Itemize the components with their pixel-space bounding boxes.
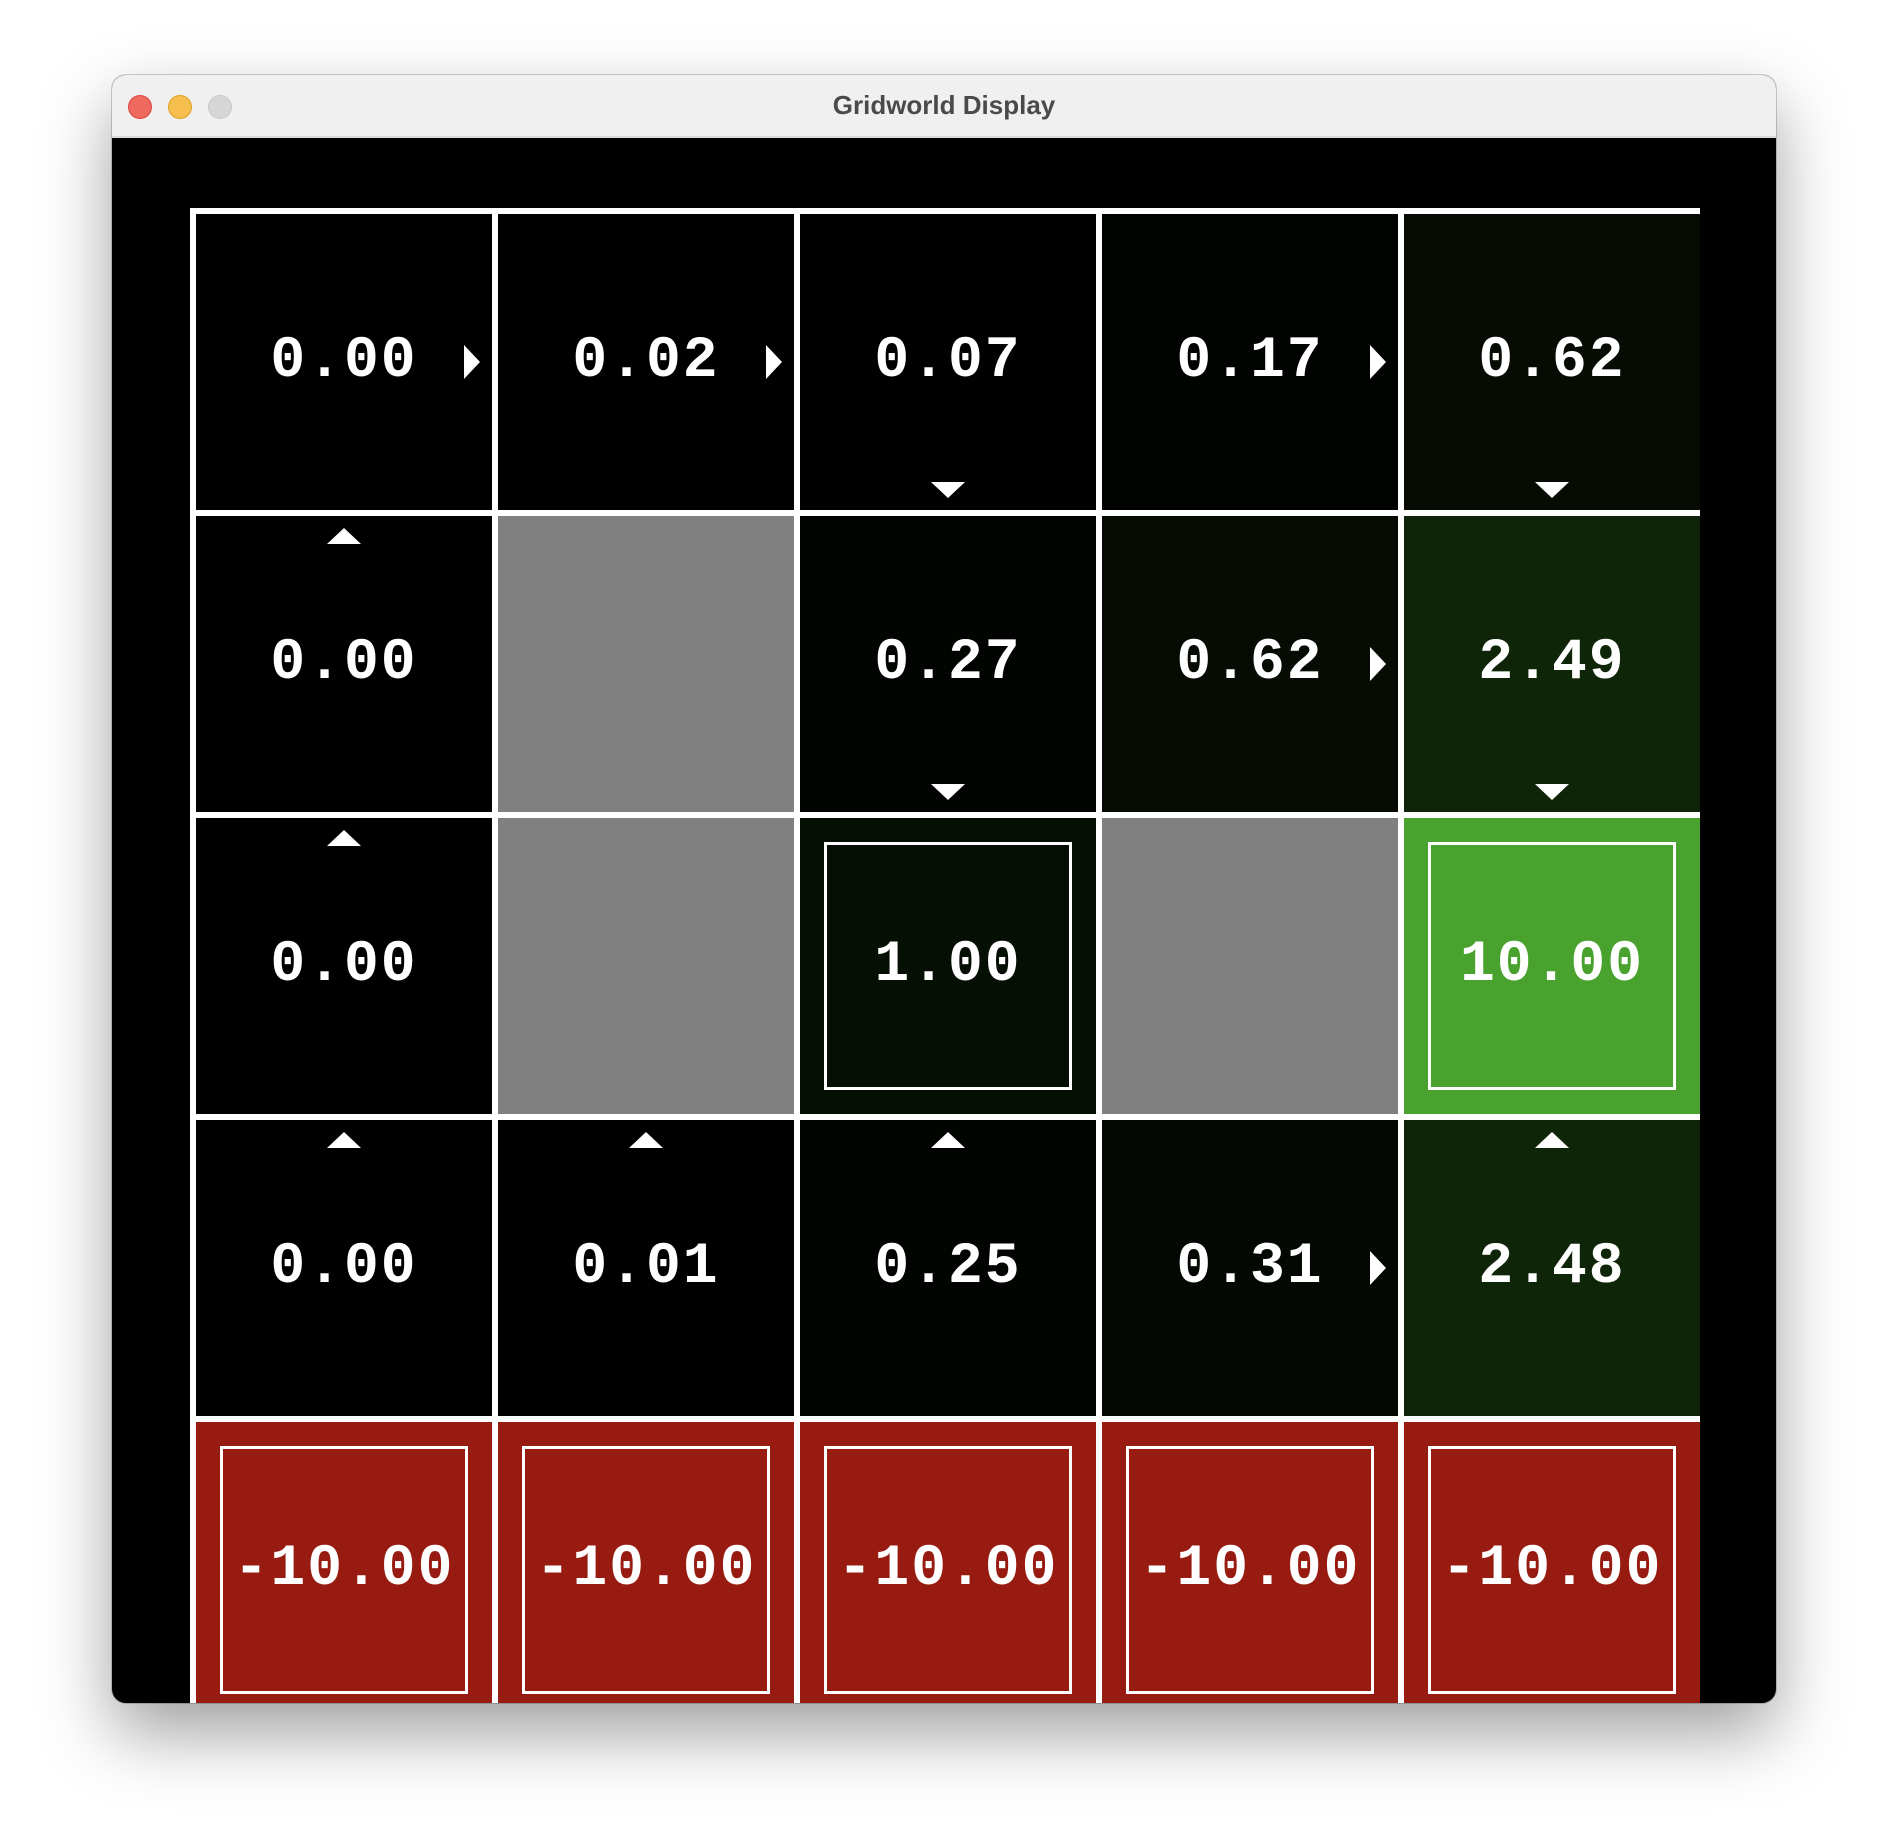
policy-arrow-down-icon — [1535, 482, 1569, 498]
state-value: 0.02 — [572, 329, 720, 394]
policy-arrow-up-icon — [327, 1132, 361, 1148]
close-button[interactable] — [128, 95, 152, 119]
state-cell: 0.27 — [800, 516, 1096, 812]
state-value: -10.00 — [837, 1537, 1059, 1602]
policy-arrow-right-icon — [464, 345, 480, 379]
terminal-cell: 10.00 — [1404, 818, 1700, 1114]
gridworld-grid: 0.00 0.02 0.07 0.17 0.62 0.00 0.27 0.62 2.49 0.00… — [190, 208, 1700, 1703]
terminal-box — [1428, 1446, 1676, 1694]
state-cell: 0.31 — [1102, 1120, 1398, 1416]
state-value: 0.00 — [270, 1235, 418, 1300]
state-value: 2.49 — [1478, 631, 1626, 696]
policy-arrow-down-icon — [931, 784, 965, 800]
state-value: 2.48 — [1478, 1235, 1626, 1300]
gridworld-canvas: 0.00 0.02 0.07 0.17 0.62 0.00 0.27 0.62 2.49 0.00… — [118, 138, 1766, 1703]
zoom-button[interactable] — [208, 95, 232, 119]
title-bar: Gridworld Display — [112, 75, 1776, 138]
state-cell: 0.01 — [498, 1120, 794, 1416]
gridworld-window: Gridworld Display 0.00 0.02 0.07 0.17 0.62 0.… — [112, 75, 1776, 1703]
state-cell: 0.00 — [196, 516, 492, 812]
state-value: 0.62 — [1478, 329, 1626, 394]
terminal-box — [824, 1446, 1072, 1694]
state-cell: 0.00 — [196, 214, 492, 510]
state-cell: 2.48 — [1404, 1120, 1700, 1416]
terminal-box — [220, 1446, 468, 1694]
state-value: 0.01 — [572, 1235, 720, 1300]
state-cell: 0.62 — [1404, 214, 1700, 510]
terminal-box — [824, 842, 1072, 1090]
policy-arrow-up-icon — [327, 830, 361, 846]
policy-arrow-right-icon — [1370, 1251, 1386, 1285]
state-value: -10.00 — [535, 1537, 757, 1602]
terminal-cell: -10.00 — [498, 1422, 794, 1703]
state-value: 0.00 — [270, 933, 418, 998]
state-value: -10.00 — [233, 1537, 455, 1602]
state-value: -10.00 — [1441, 1537, 1663, 1602]
state-cell: 0.25 — [800, 1120, 1096, 1416]
wall-cell — [1102, 818, 1398, 1114]
policy-arrow-right-icon — [1370, 345, 1386, 379]
state-cell: 0.62 — [1102, 516, 1398, 812]
state-value: 0.27 — [874, 631, 1022, 696]
policy-arrow-up-icon — [629, 1132, 663, 1148]
terminal-cell: -10.00 — [1404, 1422, 1700, 1703]
state-cell: 0.02 — [498, 214, 794, 510]
policy-arrow-right-icon — [1370, 647, 1386, 681]
state-value: 0.00 — [270, 631, 418, 696]
minimize-button[interactable] — [168, 95, 192, 119]
policy-arrow-right-icon — [766, 345, 782, 379]
state-value: 0.00 — [270, 329, 418, 394]
terminal-cell: -10.00 — [1102, 1422, 1398, 1703]
policy-arrow-up-icon — [931, 1132, 965, 1148]
wall-cell — [498, 516, 794, 812]
state-value: 0.17 — [1176, 329, 1324, 394]
terminal-box — [1126, 1446, 1374, 1694]
policy-arrow-up-icon — [327, 528, 361, 544]
state-value: 10.00 — [1459, 933, 1645, 998]
window-title: Gridworld Display — [832, 90, 1056, 120]
state-cell: 0.00 — [196, 1120, 492, 1416]
state-value: 0.25 — [874, 1235, 1022, 1300]
state-cell: 0.17 — [1102, 214, 1398, 510]
state-value: 0.62 — [1176, 631, 1324, 696]
terminal-cell: 1.00 — [800, 818, 1096, 1114]
state-value: 0.07 — [874, 329, 1022, 394]
terminal-cell: -10.00 — [196, 1422, 492, 1703]
terminal-box — [522, 1446, 770, 1694]
policy-arrow-up-icon — [1535, 1132, 1569, 1148]
wall-cell — [498, 818, 794, 1114]
policy-arrow-down-icon — [931, 482, 965, 498]
terminal-cell: -10.00 — [800, 1422, 1096, 1703]
terminal-box — [1428, 842, 1676, 1090]
policy-arrow-down-icon — [1535, 784, 1569, 800]
state-value: -10.00 — [1139, 1537, 1361, 1602]
state-cell: 0.00 — [196, 818, 492, 1114]
state-cell: 2.49 — [1404, 516, 1700, 812]
state-value: 0.31 — [1176, 1235, 1324, 1300]
state-cell: 0.07 — [800, 214, 1096, 510]
state-value: 1.00 — [874, 933, 1022, 998]
